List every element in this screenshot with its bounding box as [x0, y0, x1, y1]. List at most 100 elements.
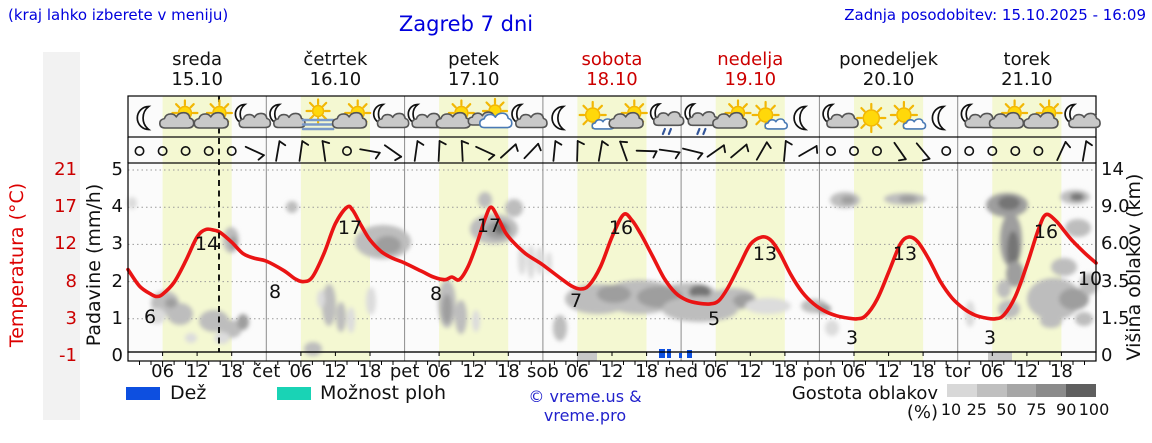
- wind-barb-icon: [783, 140, 793, 162]
- density-scale-segment: [1066, 384, 1096, 397]
- temperature-curve: [126, 204, 1098, 321]
- sun-icon: [305, 98, 331, 124]
- menu-hint: (kraj lahko izberete v meniju): [8, 6, 229, 24]
- wind-barb-icon: [383, 144, 403, 162]
- axis-tick-label: 1: [111, 307, 123, 329]
- weather-icon-moon-cloud: [822, 103, 859, 129]
- density-scale-label: 90: [1056, 400, 1077, 419]
- day-name: petek: [448, 49, 500, 70]
- wind-barb-icon: [798, 145, 819, 157]
- wind-barb-icon: [321, 140, 331, 162]
- wind-barb-icon: [597, 140, 609, 162]
- svg-text:5: 5: [708, 308, 720, 330]
- wind-barb-icon: [682, 147, 704, 160]
- cloud-icon: [712, 111, 748, 129]
- svg-text:12: 12: [462, 361, 485, 382]
- weather-icon-moon: [931, 105, 947, 131]
- weather-icon-moon: [136, 105, 152, 131]
- day-name: sreda: [172, 49, 223, 70]
- wind-barb-icon: [1056, 140, 1071, 162]
- wind-barb-icon: [576, 140, 585, 162]
- svg-text:pon: pon: [802, 361, 836, 382]
- day-header-sobota: sobota 18.10: [543, 50, 681, 90]
- svg-text:06: 06: [566, 361, 589, 382]
- weather-icon-sun-clouds: [467, 97, 513, 129]
- copyright-link[interactable]: © vreme.us & vreme.pro: [528, 387, 642, 425]
- moon-icon: [931, 105, 947, 131]
- wind-calm-icon: [157, 146, 168, 157]
- day-header-četrtek: četrtek 16.10: [266, 50, 404, 90]
- horizontal-gridlines: [128, 169, 1096, 320]
- wind-calm-icon: [848, 146, 859, 157]
- svg-text:12: 12: [1015, 361, 1038, 382]
- cloud-icon: [826, 112, 859, 129]
- day-header-sreda: sreda 15.10: [128, 50, 266, 90]
- svg-text:06: 06: [704, 361, 727, 382]
- density-scale-segment: [947, 384, 977, 397]
- svg-text:18: 18: [497, 361, 520, 382]
- day-name: nedelja: [717, 49, 784, 70]
- day-name: četrtek: [303, 49, 368, 70]
- density-scale-segment: [976, 384, 1007, 397]
- day-header-torek: torek 21.10: [958, 50, 1096, 90]
- weather-icon-moon-cloud: [269, 103, 306, 129]
- axis-tick-label: 0: [1101, 345, 1113, 366]
- day-name: sobota: [581, 49, 643, 70]
- wind-calm-icon: [987, 146, 998, 157]
- svg-text:06: 06: [981, 361, 1004, 382]
- cloud-density-legend-label: Gostota oblakov (%): [791, 383, 938, 423]
- axis-tick-label: 4: [111, 196, 123, 218]
- cloud-icon: [515, 112, 548, 129]
- density-scale-segment: [1006, 384, 1037, 397]
- wind-barb-icon: [413, 140, 425, 162]
- day-date: 21.10: [1001, 69, 1053, 90]
- cloud-icon: [479, 112, 513, 129]
- day-header-ponedeljek: ponedeljek 20.10: [819, 50, 957, 90]
- wind-calm-icon: [226, 146, 237, 157]
- density-scale-label: 25: [966, 400, 987, 419]
- axis-tick-label: 14: [1101, 159, 1124, 180]
- weather-icon-moon-cloud: [511, 103, 548, 129]
- weather-icon-moon-cloud-drizzle: [649, 103, 685, 136]
- weather-icon-sun-cloud: [1023, 99, 1063, 129]
- cloud-icon: [764, 118, 788, 130]
- wind-calm-icon: [341, 146, 352, 157]
- svg-text:ned: ned: [664, 361, 698, 382]
- day-header-petek: petek 17.10: [405, 50, 543, 90]
- cloud-density-scale-bar: [947, 384, 1096, 397]
- last-update-timestamp: Zadnja posodobitev: 15.10.2025 - 16:09: [844, 6, 1146, 24]
- weather-icon-moon-cloud: [960, 103, 998, 129]
- svg-text:18: 18: [1050, 361, 1073, 382]
- density-scale-label: 10: [940, 400, 962, 419]
- cloud-icon: [988, 111, 1025, 129]
- wind-calm-icon: [1010, 146, 1021, 157]
- showers-legend-swatch: [277, 387, 311, 400]
- svg-text:7: 7: [570, 290, 582, 312]
- svg-text:tor: tor: [945, 361, 971, 382]
- axis-tick-label: 6.0: [1101, 233, 1130, 255]
- day-date: 17.10: [447, 69, 500, 90]
- rain-legend-swatch: [126, 387, 160, 400]
- svg-text:8: 8: [430, 283, 442, 305]
- strip-cloud-segments: [577, 352, 1012, 361]
- day-date: 18.10: [586, 69, 638, 90]
- fog-icon: [301, 118, 335, 131]
- weather-icon-sun-cloud: [988, 99, 1029, 129]
- weather-icon-row: [136, 97, 1101, 136]
- svg-text:18: 18: [773, 361, 796, 382]
- weather-icon-sun-cloud: [331, 99, 372, 129]
- svg-text:3: 3: [984, 327, 996, 349]
- svg-text:6: 6: [144, 306, 156, 328]
- wind-barb-icon: [658, 148, 681, 160]
- svg-text:06: 06: [151, 361, 174, 382]
- moon-icon: [136, 105, 152, 131]
- cloud-icon: [331, 111, 368, 129]
- sun-icon: [856, 102, 887, 134]
- weather-icon-moon-cloud: [372, 103, 410, 129]
- axis-tick-label: 3.5: [1101, 270, 1130, 292]
- axis-tick-label: 3: [111, 233, 123, 255]
- density-scale-label: 100: [1078, 400, 1110, 419]
- wind-calm-icon: [941, 146, 952, 157]
- wind-barb-icon: [475, 145, 496, 161]
